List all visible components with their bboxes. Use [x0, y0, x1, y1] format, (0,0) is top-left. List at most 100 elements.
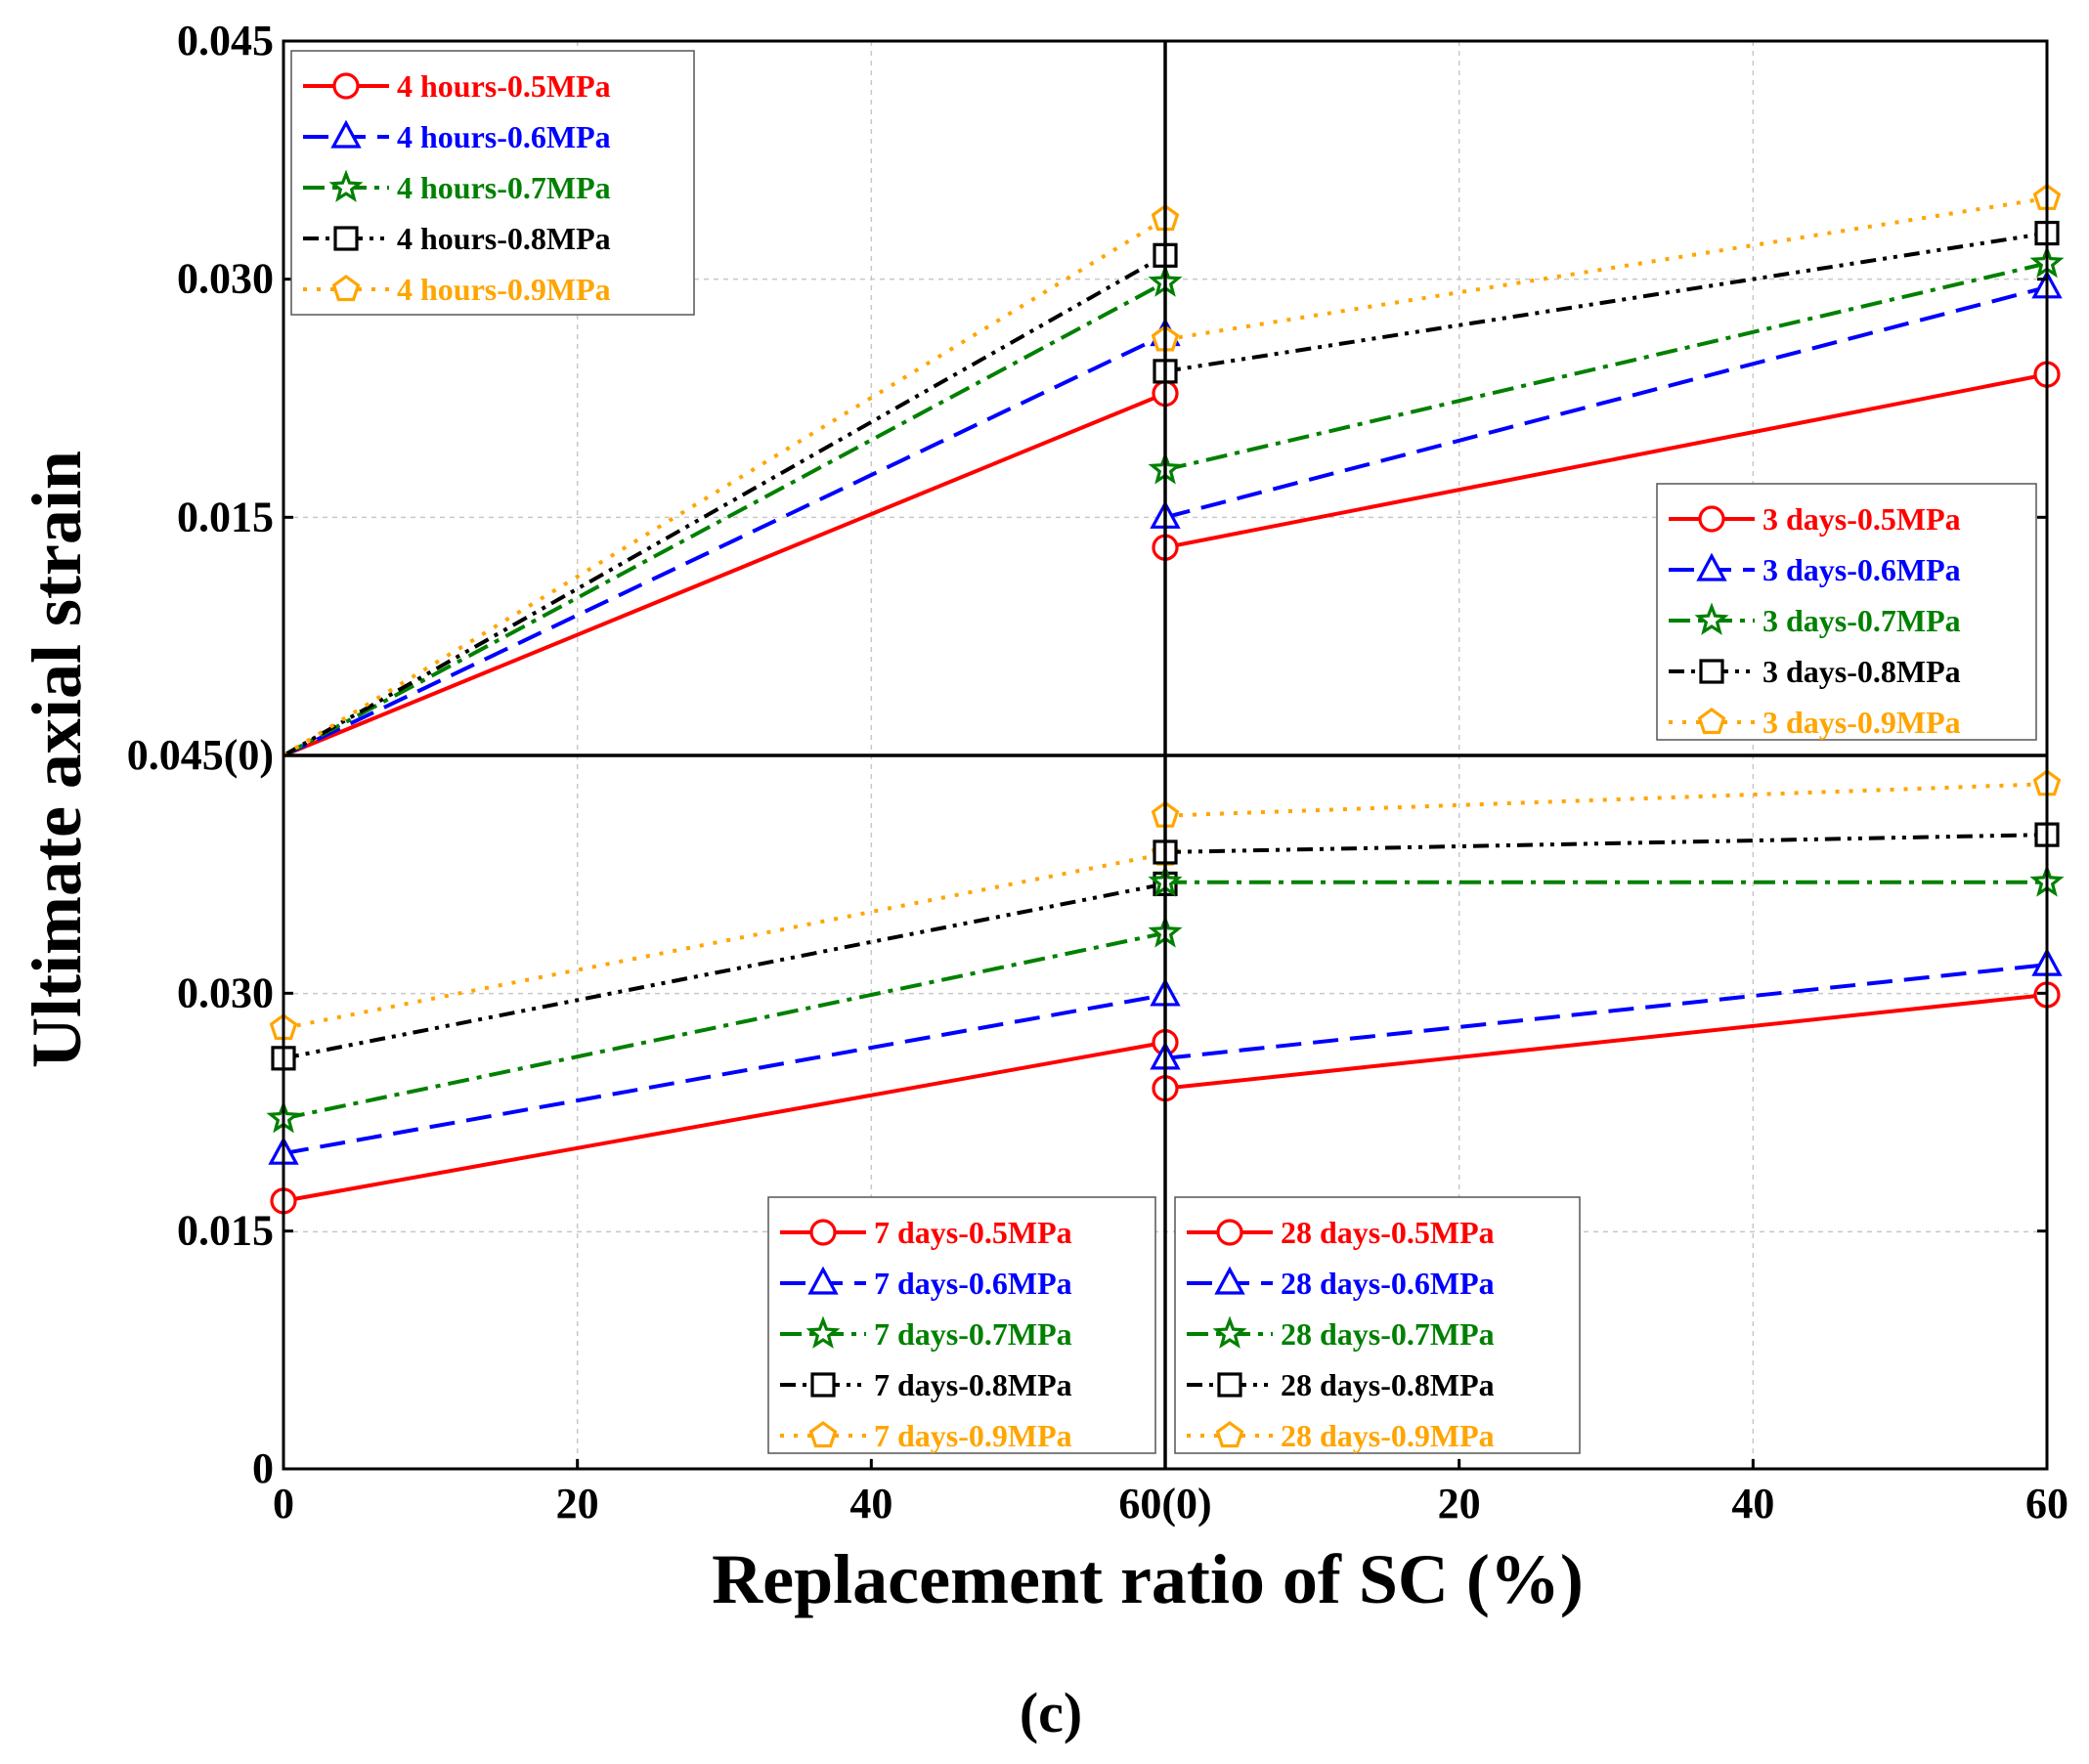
legend-marker [1698, 505, 1725, 533]
legend-top-left: 4 hours-0.5MPa 4 hours-0.6MPa 4 hours-0.7M… [290, 50, 695, 316]
legend-marker [809, 1219, 837, 1246]
series-3-days-0.8MPa [1153, 220, 2060, 384]
series-line [283, 332, 1166, 757]
y-tick-label: 0 [252, 1444, 274, 1492]
legend-marker [1697, 708, 1726, 735]
series-line [1164, 833, 2048, 854]
legend-label: 28 days-0.6MPa [1281, 1266, 1495, 1301]
legend-label: 28 days-0.5MPa [1281, 1215, 1495, 1250]
legend-label: 7 days-0.7MPa [874, 1316, 1072, 1352]
series-4-hours-0.7MPa [283, 264, 1183, 757]
plot-frame [282, 39, 2049, 1471]
series-line [1164, 372, 2048, 550]
series-line [283, 851, 1166, 1030]
legend-label: 7 days-0.5MPa [874, 1215, 1072, 1250]
series-7-days-0.6MPa [268, 977, 1181, 1165]
panel-top-right [1148, 183, 2065, 561]
legend-marker [330, 119, 362, 149]
legend-marker [1217, 1372, 1242, 1398]
legend-label: 7 days-0.8MPa [874, 1367, 1072, 1402]
series-line [1164, 284, 2048, 520]
series-line [283, 253, 1166, 757]
legend-marker [332, 72, 360, 100]
panel-bottom-left [266, 839, 1183, 1215]
series-line [1164, 231, 2048, 373]
series-4-hours-0.6MPa [283, 318, 1181, 757]
legend-label: 3 days-0.5MPa [1763, 501, 1961, 537]
legend-bottom-left: 7 days-0.5MPa 7 days-0.6MPa 7 days-0.7MPa 7… [767, 1196, 1156, 1454]
series-line [283, 280, 1166, 757]
series-28-days-0.8MPa [1153, 822, 2060, 865]
x-tick-label: 20 [1438, 1480, 1481, 1527]
series-line [1164, 963, 2048, 1060]
legend-layer: 4 hours-0.5MPa 4 hours-0.6MPa 4 hours-0.7M… [290, 50, 2037, 1454]
series-3-days-0.9MPa [1151, 183, 2062, 352]
legend-label: 7 days-0.6MPa [874, 1266, 1072, 1301]
legend-label: 4 hours-0.8MPa [397, 221, 611, 256]
series-line [1164, 261, 2048, 472]
series-line [1164, 992, 2048, 1091]
x-tick-label: 0 [273, 1480, 294, 1527]
series-line [283, 1040, 1166, 1203]
legend-label: 3 days-0.7MPa [1763, 603, 1961, 638]
legend-marker [1212, 1315, 1247, 1349]
y-tick-label: 0.015 [177, 1207, 274, 1255]
legend-marker [1696, 552, 1727, 581]
y-axis-title: Ultimate axial strain [18, 451, 96, 1068]
legend-marker [808, 1421, 838, 1448]
series-7-days-0.8MPa [271, 871, 1178, 1071]
legend-label: 4 hours-0.6MPa [397, 119, 611, 154]
x-tick-label: 40 [849, 1480, 892, 1527]
series-line [1164, 782, 2048, 818]
series-3-days-0.5MPa [1152, 361, 2061, 561]
series-line [283, 391, 1166, 757]
tick-labels: 0 20 40 60(0) 20 40 60 0.045(0) 0.015 0.030 0.045 0… [127, 17, 2068, 1527]
panel-bottom-right [1148, 769, 2065, 1102]
legend-label: 3 days-0.8MPa [1763, 654, 1961, 689]
legend-label: 4 hours-0.7MPa [397, 170, 611, 205]
legend-box [290, 50, 695, 316]
series-28-days-0.7MPa [1148, 864, 2065, 897]
series-line [1164, 195, 2048, 342]
legend-marker [810, 1372, 836, 1398]
x-axis-title: Replacement ratio of SC (%) [712, 1540, 1584, 1618]
legend-bottom-right: 28 days-0.5MPa 28 days-0.6MPa 28 days-0.7M… [1174, 1196, 1581, 1454]
x-tick-label: 20 [556, 1480, 599, 1527]
legend-label: 4 hours-0.9MPa [397, 272, 611, 307]
x-tick-label: 40 [1731, 1480, 1774, 1527]
legend-label: 7 days-0.9MPa [874, 1418, 1072, 1453]
legend-label: 4 hours-0.5MPa [397, 68, 611, 104]
series-line [283, 992, 1166, 1156]
legend-label: 28 days-0.7MPa [1281, 1316, 1495, 1352]
figure-caption: (c) [1020, 1681, 1082, 1744]
y-tick-label: 0.045(0) [127, 731, 274, 779]
series-28-days-0.9MPa [1151, 769, 2062, 828]
legend-top-right: 3 days-0.5MPa 3 days-0.6MPa 3 days-0.7MPa 3… [1656, 483, 2037, 741]
y-tick-label: 0.030 [177, 968, 274, 1016]
legend-marker [807, 1266, 839, 1295]
legend-marker [1694, 602, 1729, 635]
legend-marker [333, 226, 359, 251]
series-7-days-0.9MPa [269, 839, 1180, 1041]
legend-marker [331, 275, 361, 302]
legend-marker [805, 1315, 841, 1349]
series-7-days-0.5MPa [270, 1029, 1179, 1215]
y-tick-label: 0.030 [177, 255, 274, 303]
legend-marker [1214, 1266, 1245, 1295]
series-line [283, 930, 1166, 1121]
series-7-days-0.7MPa [266, 915, 1183, 1134]
legend-box [1174, 1196, 1581, 1454]
series-line [283, 882, 1166, 1060]
series-4-hours-0.8MPa [283, 242, 1178, 757]
x-tick-label: 60(0) [1118, 1480, 1211, 1527]
legend-marker [1215, 1421, 1244, 1448]
legend-label: 3 days-0.6MPa [1763, 552, 1961, 587]
legend-marker [1216, 1219, 1243, 1246]
y-tick-label: 0.015 [177, 493, 274, 540]
legend-marker [1699, 659, 1724, 684]
series-28-days-0.5MPa [1152, 981, 2061, 1102]
legend-marker [328, 169, 364, 202]
legend-label: 28 days-0.8MPa [1281, 1367, 1495, 1402]
legend-label: 28 days-0.9MPa [1281, 1418, 1495, 1453]
